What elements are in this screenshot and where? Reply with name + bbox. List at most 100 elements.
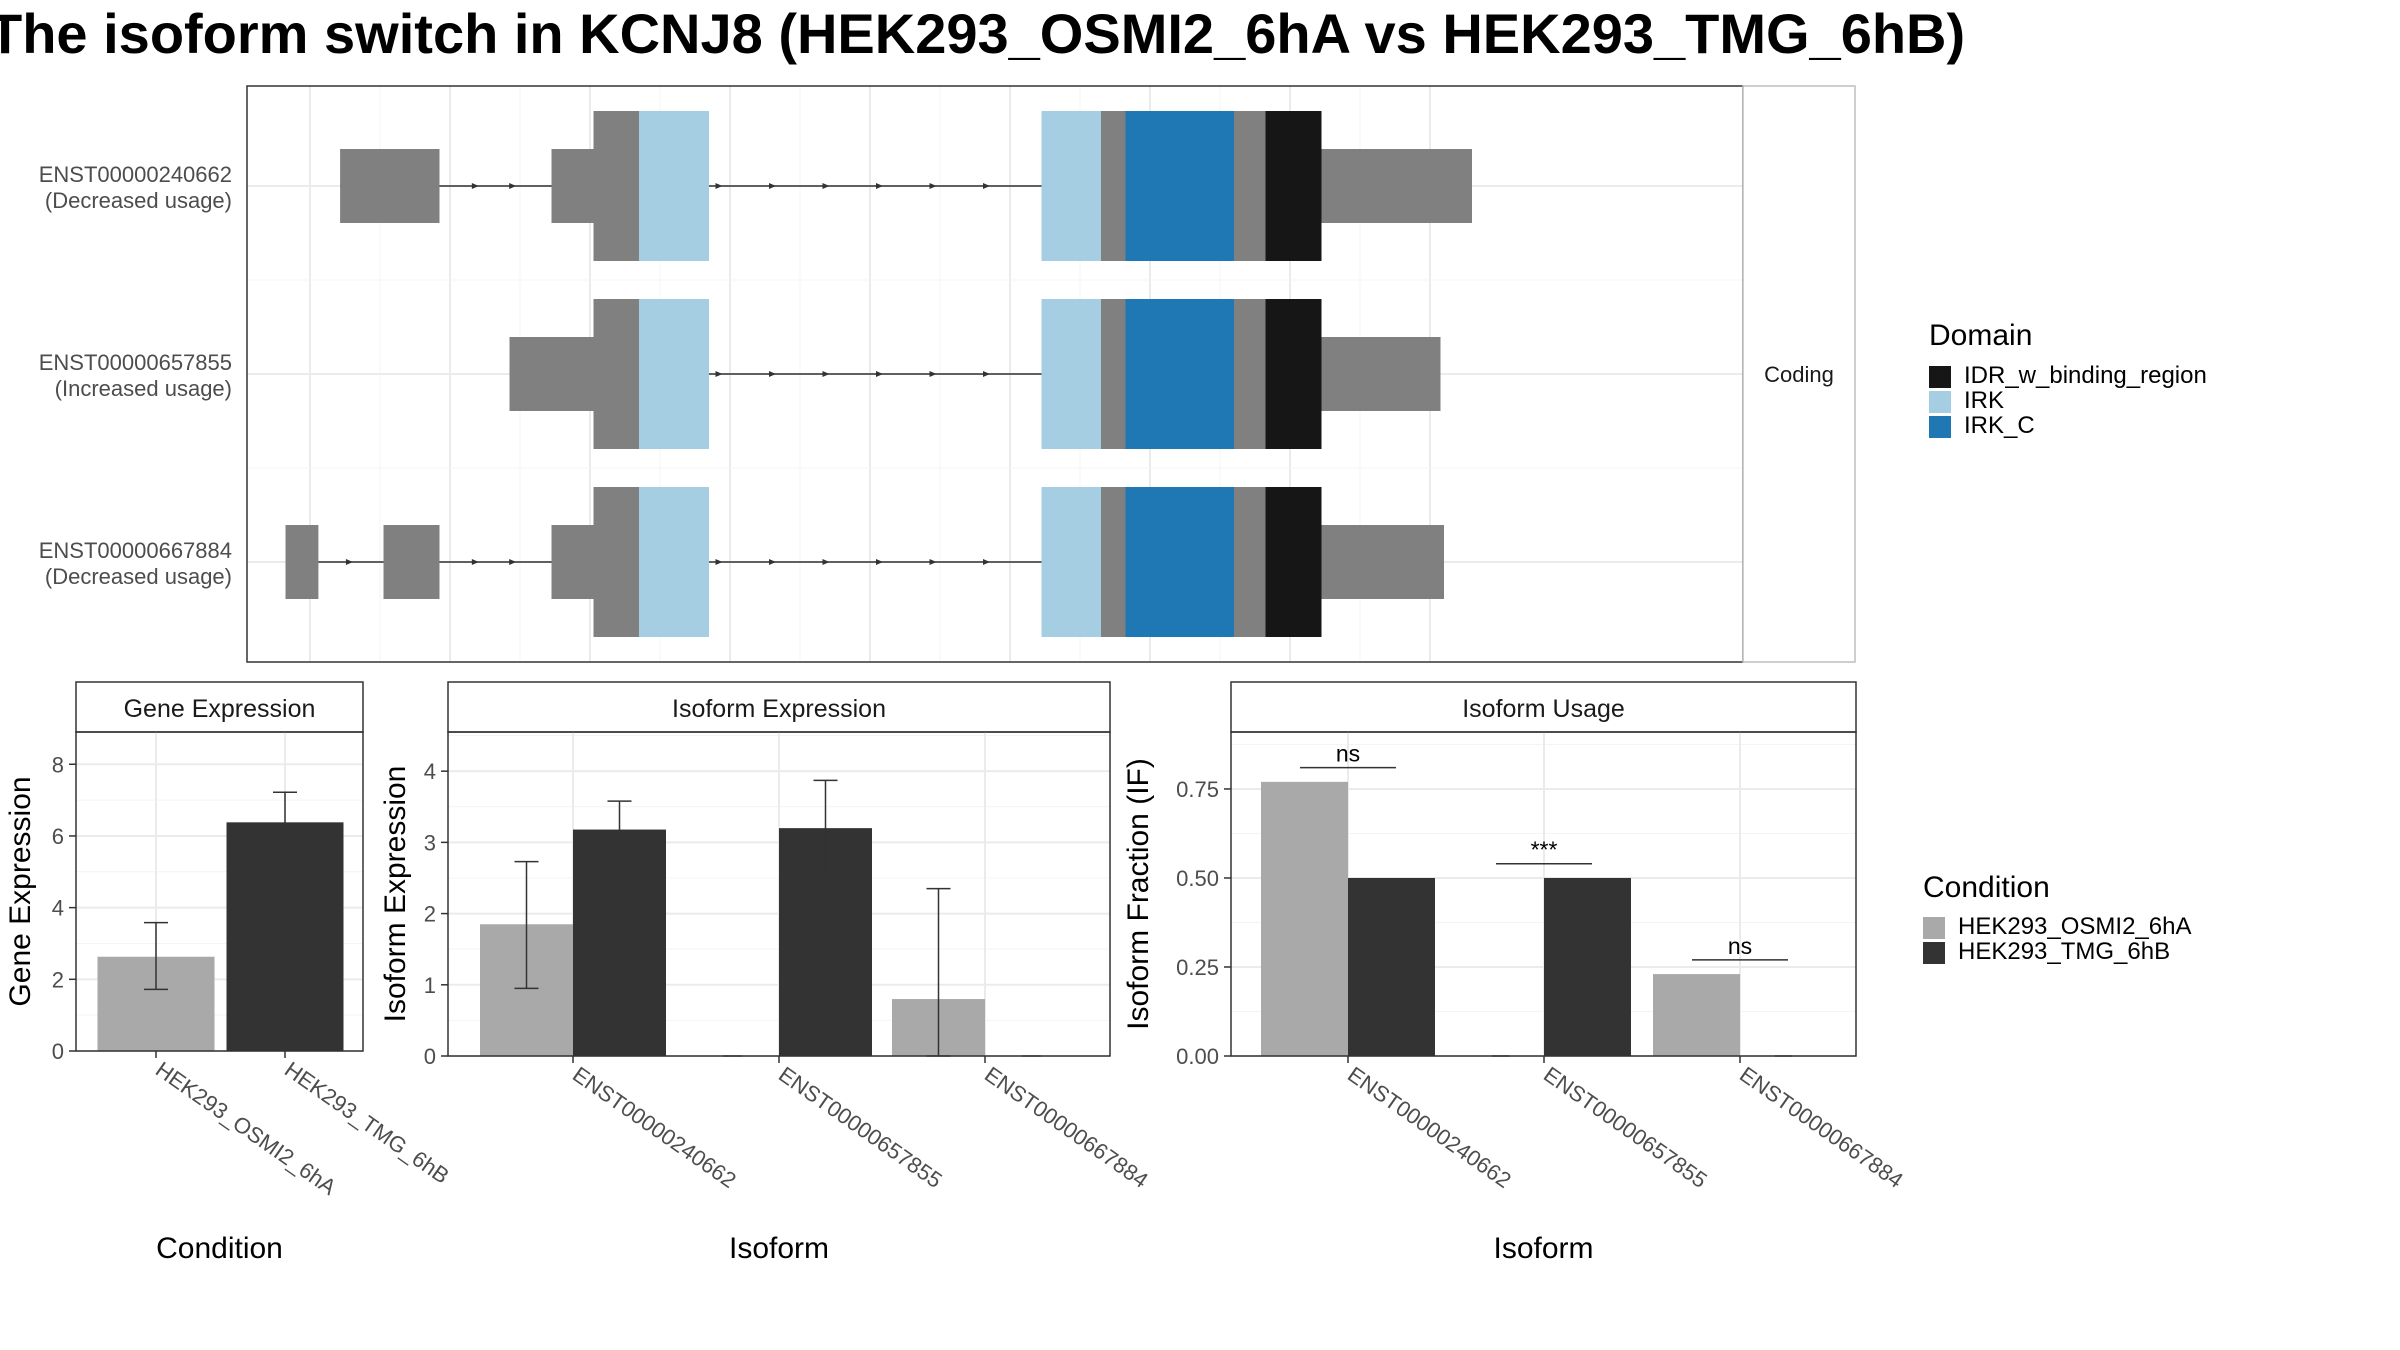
intron-direction-arrow: [509, 559, 517, 565]
utr-exon: [285, 525, 319, 599]
gene-structure-panel: ENST00000240662(Decreased usage)ENST0000…: [39, 85, 1856, 663]
y-tick-label: 0.50: [1176, 866, 1219, 891]
facet-strip: [1230, 681, 1857, 733]
significance-label: ns: [1728, 933, 1752, 959]
facet-title: Gene Expression: [124, 695, 316, 723]
intron-direction-arrow: [822, 183, 830, 189]
x-axis-title: Isoform: [729, 1232, 829, 1265]
intron-direction-arrow: [876, 183, 883, 189]
intron-direction-arrow: [983, 371, 990, 377]
domain-IRK: [1041, 299, 1101, 449]
intron-direction-arrow: [983, 559, 990, 565]
bar: [1544, 877, 1631, 1056]
x-tick-label: ENST00000240662: [568, 1062, 741, 1193]
intron-direction-arrow: [715, 371, 723, 377]
y-tick-label: 0.00: [1176, 1044, 1219, 1069]
x-tick-label: ENST00000667884: [980, 1062, 1153, 1193]
utr-exon: [551, 149, 594, 223]
utr-exon: [383, 525, 440, 599]
panel-border: [1230, 731, 1857, 1057]
transcript-ENST00000240662: [340, 111, 1472, 261]
chart-title: The isoform switch in KCNJ8 (HEK293_OSMI…: [0, 2, 1966, 65]
domain-IRK_C: [1125, 299, 1234, 449]
facet-title: Isoform Usage: [1462, 695, 1625, 723]
panel-border: [75, 731, 364, 1052]
x-tick-label: ENST00000240662: [1343, 1062, 1516, 1193]
domain-legend-label: IDR_w_binding_region: [1964, 362, 2207, 389]
intron-direction-arrow: [471, 183, 479, 189]
transcript-ENST00000667884: [285, 487, 1444, 637]
condition-legend-label: HEK293_OSMI2_6hA: [1958, 913, 2191, 940]
y-axis-title: Isoform Fraction (IF): [1122, 758, 1155, 1030]
bar: [573, 829, 666, 1056]
intron-direction-arrow: [769, 371, 776, 377]
x-axis-title: Isoform: [1493, 1232, 1593, 1265]
intron-direction-arrow: [509, 183, 517, 189]
utr-exon: [509, 337, 594, 411]
intron-direction-arrow: [715, 183, 723, 189]
intron-direction-arrow: [769, 183, 776, 189]
y-tick-label: 4: [52, 896, 64, 921]
facet-strip: [447, 681, 1111, 733]
condition-legend-title: Condition: [1923, 871, 2050, 904]
y-tick-label: 2: [424, 902, 436, 927]
x-tick-label: ENST00000657855: [774, 1062, 947, 1193]
domain-IRK: [1041, 111, 1101, 261]
y-tick-label: 0.25: [1176, 955, 1219, 980]
domain-IRK: [1041, 487, 1101, 637]
intron-direction-arrow: [929, 559, 937, 565]
domain-legend-label: IRK_C: [1964, 412, 2035, 439]
intron-direction-arrow: [769, 559, 776, 565]
facet-strip: [75, 681, 364, 733]
intron-direction-arrow: [822, 559, 830, 565]
x-axis-title: Condition: [156, 1232, 283, 1265]
panel-border: [447, 731, 1111, 1057]
utr-exon: [340, 149, 440, 223]
significance-label: ***: [1531, 837, 1558, 863]
significance-label: ns: [1336, 741, 1360, 767]
coding-strip: [1742, 85, 1856, 663]
domain-legend-swatch: [1929, 366, 1951, 388]
y-tick-label: 4: [424, 759, 436, 784]
isoform-expression-panel: Isoform Expression 0 1 2 3 4 ENST00000240662 EN…: [379, 681, 1153, 1265]
domain-IRK: [639, 299, 709, 449]
condition-legend-swatch: [1923, 917, 1945, 939]
bar: [1348, 877, 1435, 1056]
y-tick-label: 6: [52, 824, 64, 849]
transcript-id-label: ENST00000667884: [39, 538, 232, 563]
domain-IRK: [639, 487, 709, 637]
y-tick-label: 0.75: [1176, 777, 1219, 802]
domain-IRK_C: [1125, 111, 1234, 261]
bar: [226, 822, 344, 1051]
coding-strip-label: Coding: [1764, 362, 1834, 387]
transcript-id-label: ENST00000240662: [39, 162, 232, 187]
domain-legend-title: Domain: [1929, 319, 2032, 352]
y-tick-label: 2: [52, 967, 64, 992]
transcript-usage-label: (Decreased usage): [45, 564, 232, 589]
domain-IDR_w_binding_region: [1265, 111, 1322, 261]
transcript-ENST00000657855: [509, 299, 1441, 449]
y-tick-label: 1: [424, 973, 436, 998]
condition-legend-swatch: [1923, 942, 1945, 964]
x-tick-label: ENST00000667884: [1735, 1062, 1908, 1193]
domain-IRK: [639, 111, 709, 261]
bar: [1653, 974, 1740, 1056]
transcript-usage-label: (Increased usage): [55, 376, 232, 401]
facet-title: Isoform Expression: [672, 695, 886, 723]
y-tick-label: 0: [424, 1044, 436, 1069]
intron-direction-arrow: [983, 183, 990, 189]
y-axis-title: Gene Expression: [4, 776, 37, 1006]
intron-direction-arrow: [929, 183, 937, 189]
condition-legend-label: HEK293_TMG_6hB: [1958, 938, 2170, 965]
bar: [1261, 781, 1348, 1056]
transcript-id-label: ENST00000657855: [39, 350, 232, 375]
intron-direction-arrow: [876, 371, 883, 377]
isoform-usage-panel: Isoform Usage 0.00 0.25 0.50 0.75 ENST0000024…: [1122, 681, 1908, 1265]
intron-direction-arrow: [822, 371, 830, 377]
x-tick-label: ENST00000657855: [1539, 1062, 1712, 1193]
domain-IDR_w_binding_region: [1265, 487, 1322, 637]
utr-exon: [551, 525, 594, 599]
